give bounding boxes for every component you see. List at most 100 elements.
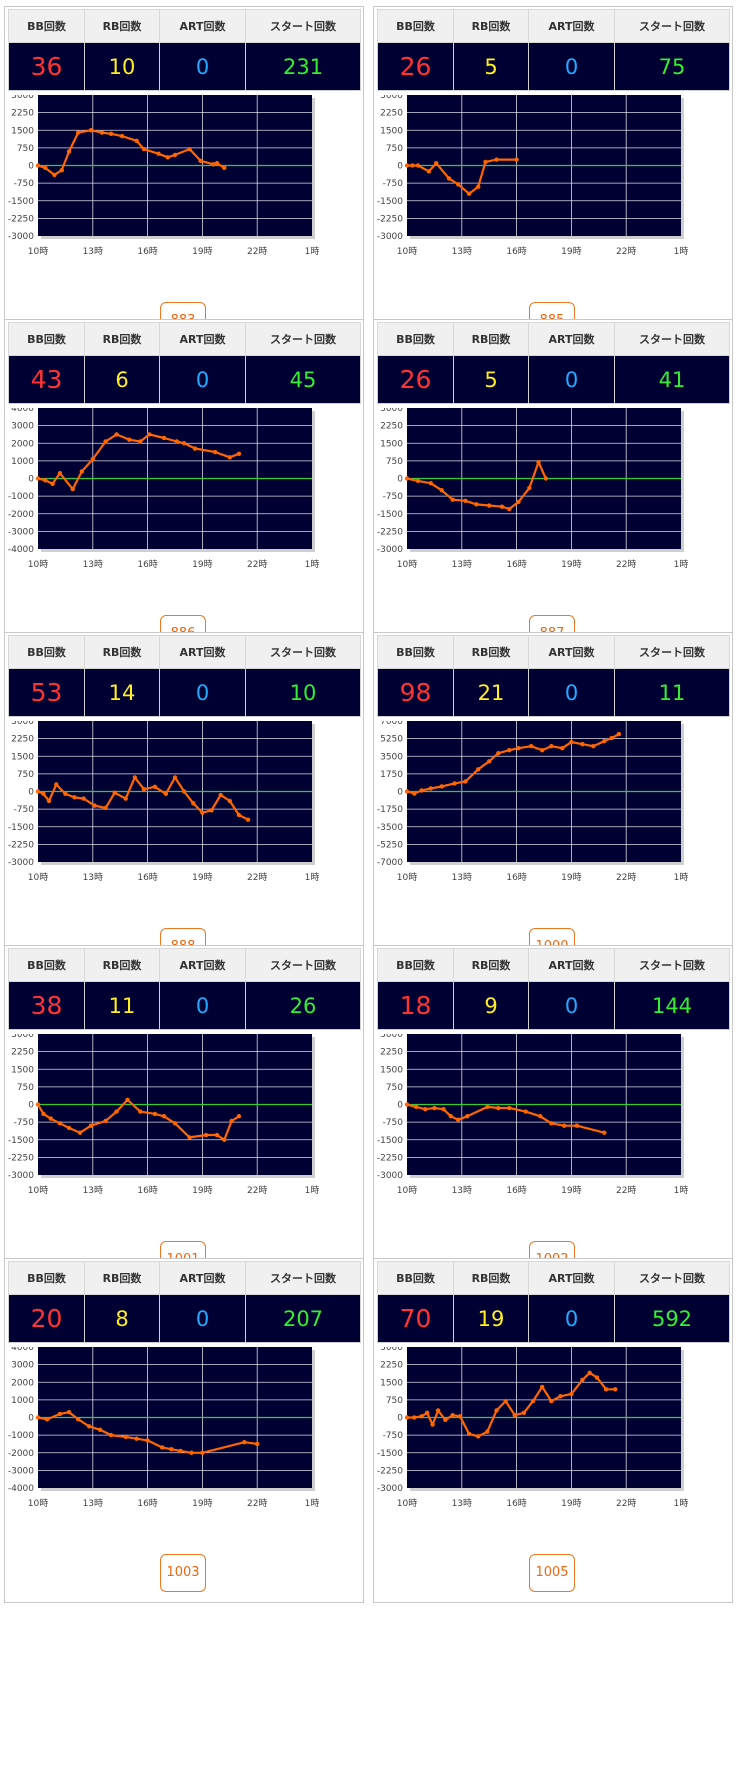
data-point: [214, 160, 220, 166]
data-point: [404, 1102, 410, 1107]
slump-chart: 3000 2250 1500 750 0 -750 -1500 -2250 -3000 10時 13…: [377, 1034, 688, 1196]
x-tick-label: 10時: [397, 1498, 417, 1509]
start-count: 45: [245, 355, 361, 404]
y-tick-label: -2250: [377, 1466, 403, 1476]
data-point: [108, 1432, 114, 1438]
series-line: [407, 1371, 616, 1438]
slump-chart: 4000 3000 2000 1000 0 -1000 -2000 -3000 -4000 10時…: [8, 1347, 319, 1509]
y-tick-label: 2250: [380, 1361, 403, 1371]
y-tick-label: 3000: [380, 95, 403, 101]
y-tick-label: -3000: [377, 232, 403, 242]
x-tick-label: 16時: [137, 1185, 157, 1196]
art-header: ART回数: [159, 322, 246, 356]
rb-header: RB回数: [453, 635, 529, 669]
x-tick-label: 16時: [506, 1498, 526, 1509]
y-tick-label: 0: [397, 162, 403, 172]
rb-header: RB回数: [453, 9, 529, 43]
data-point: [81, 796, 86, 801]
x-tick-label: 13時: [83, 246, 103, 257]
art-header: ART回数: [159, 948, 246, 982]
y-tick-label: -4000: [8, 545, 34, 555]
y-tick-label: -2250: [377, 214, 403, 224]
stats-table: BB回数 RB回数 ART回数 スタート回数 43 6 0 45: [8, 322, 361, 404]
x-tick-label: 19時: [561, 872, 581, 883]
data-point: [465, 1114, 470, 1119]
data-point: [152, 1111, 158, 1117]
stats-table: BB回数 RB回数 ART回数 スタート回数 26 5 0 41: [377, 322, 730, 404]
data-point: [487, 759, 492, 764]
slump-chart: 3000 2250 1500 750 0 -750 -1500 -2250 -3000 10時 13…: [377, 408, 688, 570]
data-point: [66, 149, 72, 154]
y-tick-label: -2250: [377, 1153, 403, 1163]
start-header: スタート回数: [614, 635, 730, 669]
data-point: [412, 791, 417, 796]
data-point: [59, 168, 64, 173]
y-tick-label: -750: [14, 805, 35, 815]
data-point: [172, 1121, 178, 1126]
art-header: ART回数: [528, 635, 615, 669]
bb-count: 43: [8, 355, 85, 404]
data-point: [496, 751, 501, 756]
y-tick-label: -3000: [8, 858, 34, 868]
x-tick-label: 1時: [305, 559, 320, 570]
y-tick-label: 2250: [11, 735, 34, 745]
x-tick-label: 13時: [452, 1185, 472, 1196]
data-point: [483, 159, 488, 165]
data-point: [426, 169, 432, 174]
data-point: [443, 1417, 448, 1423]
x-tick-label: 19時: [561, 1185, 581, 1196]
y-tick-label: 0: [28, 1101, 34, 1111]
start-header: スタート回数: [614, 948, 730, 982]
data-point: [448, 1114, 454, 1119]
x-tick-label: 1時: [674, 872, 689, 883]
data-point: [35, 163, 41, 168]
y-tick-label: 1000: [11, 457, 34, 467]
machine-number-link[interactable]: 1003: [160, 1554, 206, 1592]
data-point: [156, 151, 161, 156]
bb-count: 70: [377, 1294, 454, 1343]
x-tick-label: 19時: [561, 246, 581, 257]
x-tick-label: 10時: [28, 246, 48, 257]
y-tick-label: 0: [397, 1101, 403, 1111]
data-point: [187, 146, 192, 152]
data-point: [212, 449, 218, 455]
data-point: [192, 446, 198, 451]
data-point: [77, 1130, 83, 1135]
data-point: [507, 506, 512, 512]
data-point: [487, 503, 492, 508]
rb-count: 14: [84, 668, 160, 717]
data-point: [178, 1448, 183, 1454]
y-tick-label: 3500: [380, 752, 403, 762]
rb-header: RB回数: [453, 1261, 529, 1295]
machine-card: BB回数 RB回数 ART回数 スタート回数 20 8 0 207 4000 3000 2000 10…: [4, 1258, 364, 1603]
start-count: 26: [245, 981, 361, 1030]
machine-number-link[interactable]: 1005: [529, 1554, 575, 1592]
y-tick-label: -3000: [377, 1484, 403, 1494]
data-point: [138, 439, 143, 444]
start-count: 10: [245, 668, 361, 717]
data-point: [463, 498, 468, 504]
bb-count: 26: [377, 355, 454, 404]
data-point: [523, 1109, 528, 1114]
data-point: [187, 1135, 192, 1140]
x-tick-label: 13時: [83, 872, 103, 883]
y-tick-label: 2250: [11, 1048, 34, 1058]
y-tick-label: -1750: [377, 805, 403, 815]
data-point: [123, 1434, 128, 1440]
art-count: 0: [159, 42, 246, 91]
stats-table: BB回数 RB回数 ART回数 スタート回数 98 21 0 11: [377, 635, 730, 717]
art-count: 0: [528, 668, 615, 717]
bb-header: BB回数: [8, 635, 85, 669]
data-point: [172, 152, 178, 158]
y-tick-label: -3000: [377, 1171, 403, 1181]
data-point: [474, 502, 479, 507]
data-point: [450, 1412, 455, 1418]
x-tick-label: 10時: [397, 872, 417, 883]
bb-header: BB回数: [377, 9, 454, 43]
y-tick-label: -1500: [377, 1449, 403, 1459]
bb-header: BB回数: [8, 322, 85, 356]
y-tick-label: 2250: [380, 109, 403, 119]
data-point: [211, 162, 216, 167]
data-point: [125, 1097, 130, 1102]
